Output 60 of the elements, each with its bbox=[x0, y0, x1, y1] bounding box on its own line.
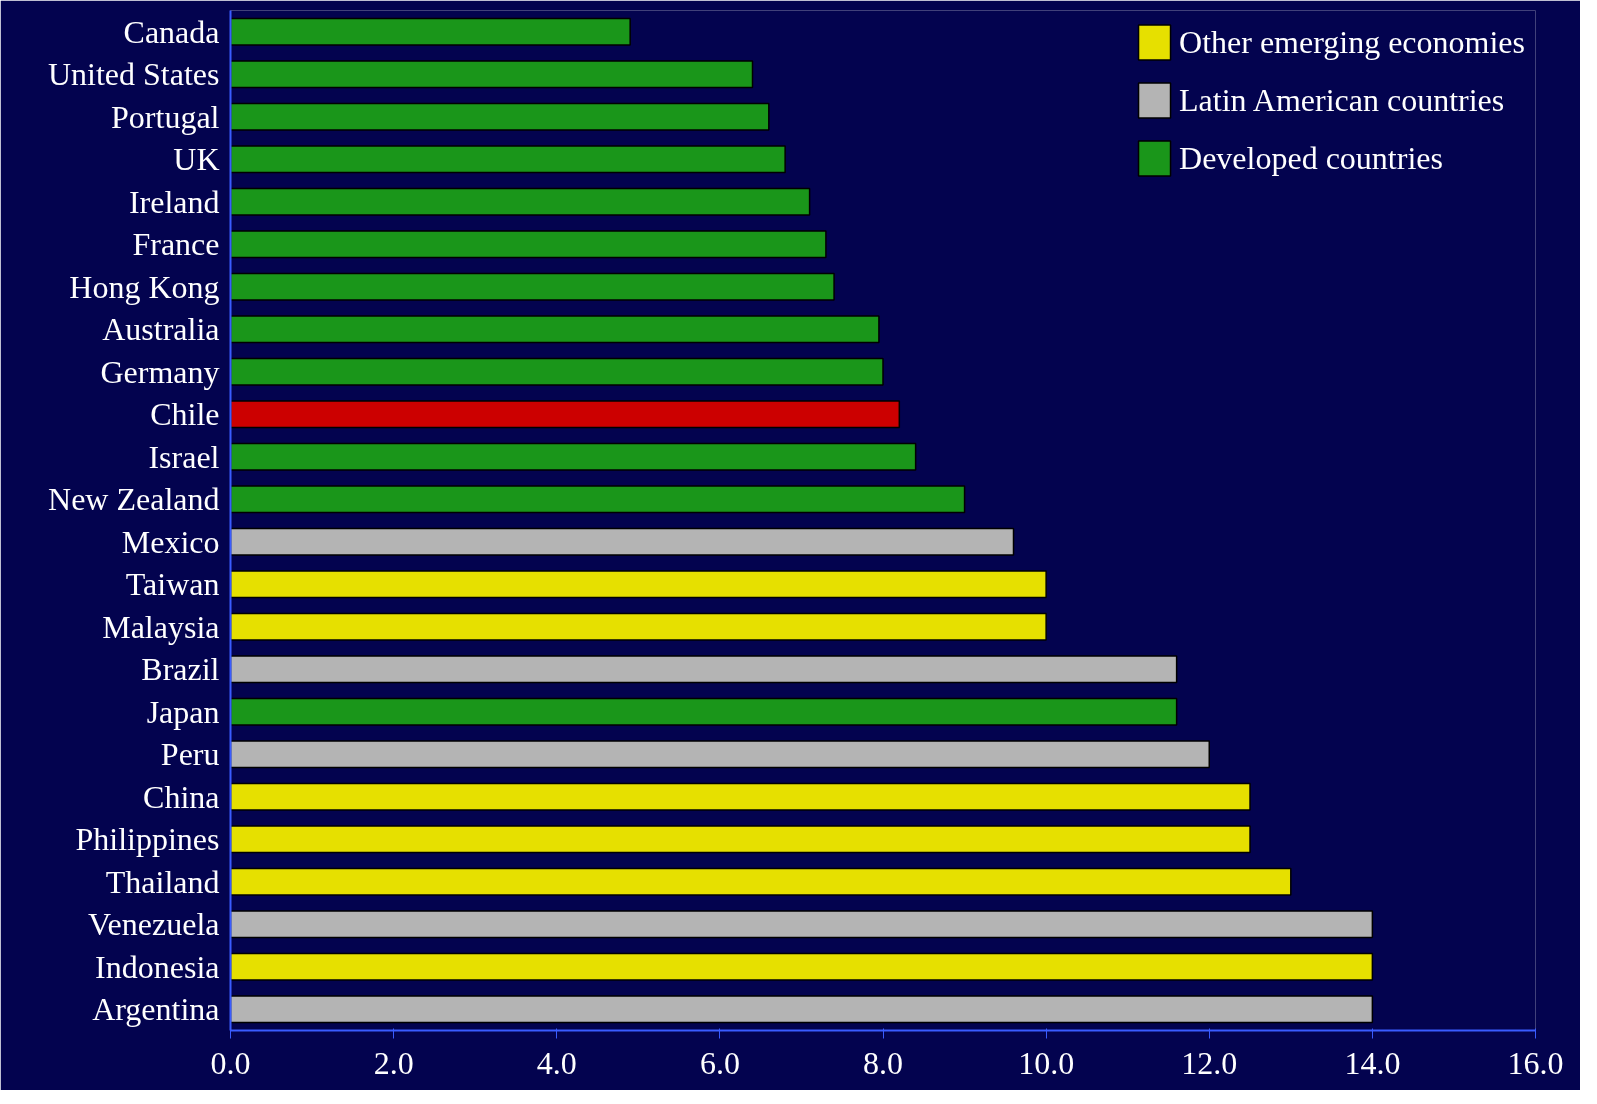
x-tick-label: 2.0 bbox=[373, 1044, 414, 1081]
y-tick-label: Brazil bbox=[141, 651, 220, 688]
bar bbox=[230, 740, 1210, 769]
bar bbox=[230, 60, 754, 89]
y-tick-label: Israel bbox=[148, 438, 220, 475]
y-tick-label: France bbox=[132, 226, 220, 263]
bar bbox=[230, 102, 770, 131]
bar bbox=[230, 145, 786, 174]
bar bbox=[230, 442, 917, 471]
bar bbox=[230, 230, 827, 259]
y-tick-label: Hong Kong bbox=[69, 268, 220, 305]
legend-label: Other emerging economies bbox=[1179, 23, 1525, 61]
bar bbox=[230, 315, 880, 344]
y-tick-label: Portugal bbox=[111, 98, 220, 135]
bar bbox=[230, 527, 1015, 556]
x-tick-label: 16.0 bbox=[1507, 1044, 1564, 1081]
y-tick-label: Japan bbox=[146, 693, 220, 730]
y-tick-label: Mexico bbox=[121, 523, 220, 560]
bar bbox=[230, 867, 1292, 896]
y-tick-label: Venezuela bbox=[88, 906, 220, 943]
y-tick-label: Peru bbox=[160, 736, 220, 773]
bar bbox=[230, 187, 811, 216]
bar bbox=[230, 17, 631, 46]
y-tick-label: Chile bbox=[150, 396, 220, 433]
bar bbox=[230, 570, 1047, 599]
bar bbox=[230, 357, 884, 386]
y-tick-label: Indonesia bbox=[95, 948, 220, 985]
y-tick-label: Philippines bbox=[75, 821, 220, 858]
y-tick-label: Malaysia bbox=[102, 608, 220, 645]
bar bbox=[230, 782, 1251, 811]
y-tick-label: Ireland bbox=[128, 183, 220, 220]
bar bbox=[230, 952, 1374, 981]
bar bbox=[230, 612, 1047, 641]
y-tick-label: United States bbox=[47, 56, 220, 93]
x-tick-label: 10.0 bbox=[1018, 1044, 1075, 1081]
y-tick-label: Canada bbox=[123, 13, 220, 50]
y-tick-label: UK bbox=[173, 141, 220, 178]
legend-label: Developed countries bbox=[1179, 139, 1443, 177]
bar bbox=[230, 910, 1374, 939]
bar bbox=[230, 697, 1178, 726]
x-tick-label: 8.0 bbox=[863, 1044, 903, 1081]
y-tick-label: China bbox=[143, 778, 220, 815]
legend-label: Latin American countries bbox=[1179, 81, 1505, 119]
x-tick-label: 4.0 bbox=[536, 1044, 577, 1081]
x-tick-label: 14.0 bbox=[1344, 1044, 1401, 1081]
y-tick-label: New Zealand bbox=[48, 481, 220, 518]
y-tick-label: Argentina bbox=[92, 991, 220, 1028]
y-tick-label: Germany bbox=[100, 353, 220, 390]
y-tick-label: Taiwan bbox=[125, 566, 220, 603]
y-tick-label: Thailand bbox=[105, 863, 220, 900]
bar bbox=[230, 825, 1251, 854]
bar bbox=[230, 485, 966, 514]
bar bbox=[230, 272, 835, 301]
y-tick-label: Australia bbox=[102, 311, 220, 348]
x-tick-label: 6.0 bbox=[699, 1044, 740, 1081]
bar bbox=[230, 995, 1374, 1024]
bar bbox=[230, 655, 1178, 684]
x-tick-label: 12.0 bbox=[1181, 1044, 1238, 1081]
x-tick-label: 0.0 bbox=[210, 1044, 251, 1081]
bar bbox=[230, 400, 901, 429]
